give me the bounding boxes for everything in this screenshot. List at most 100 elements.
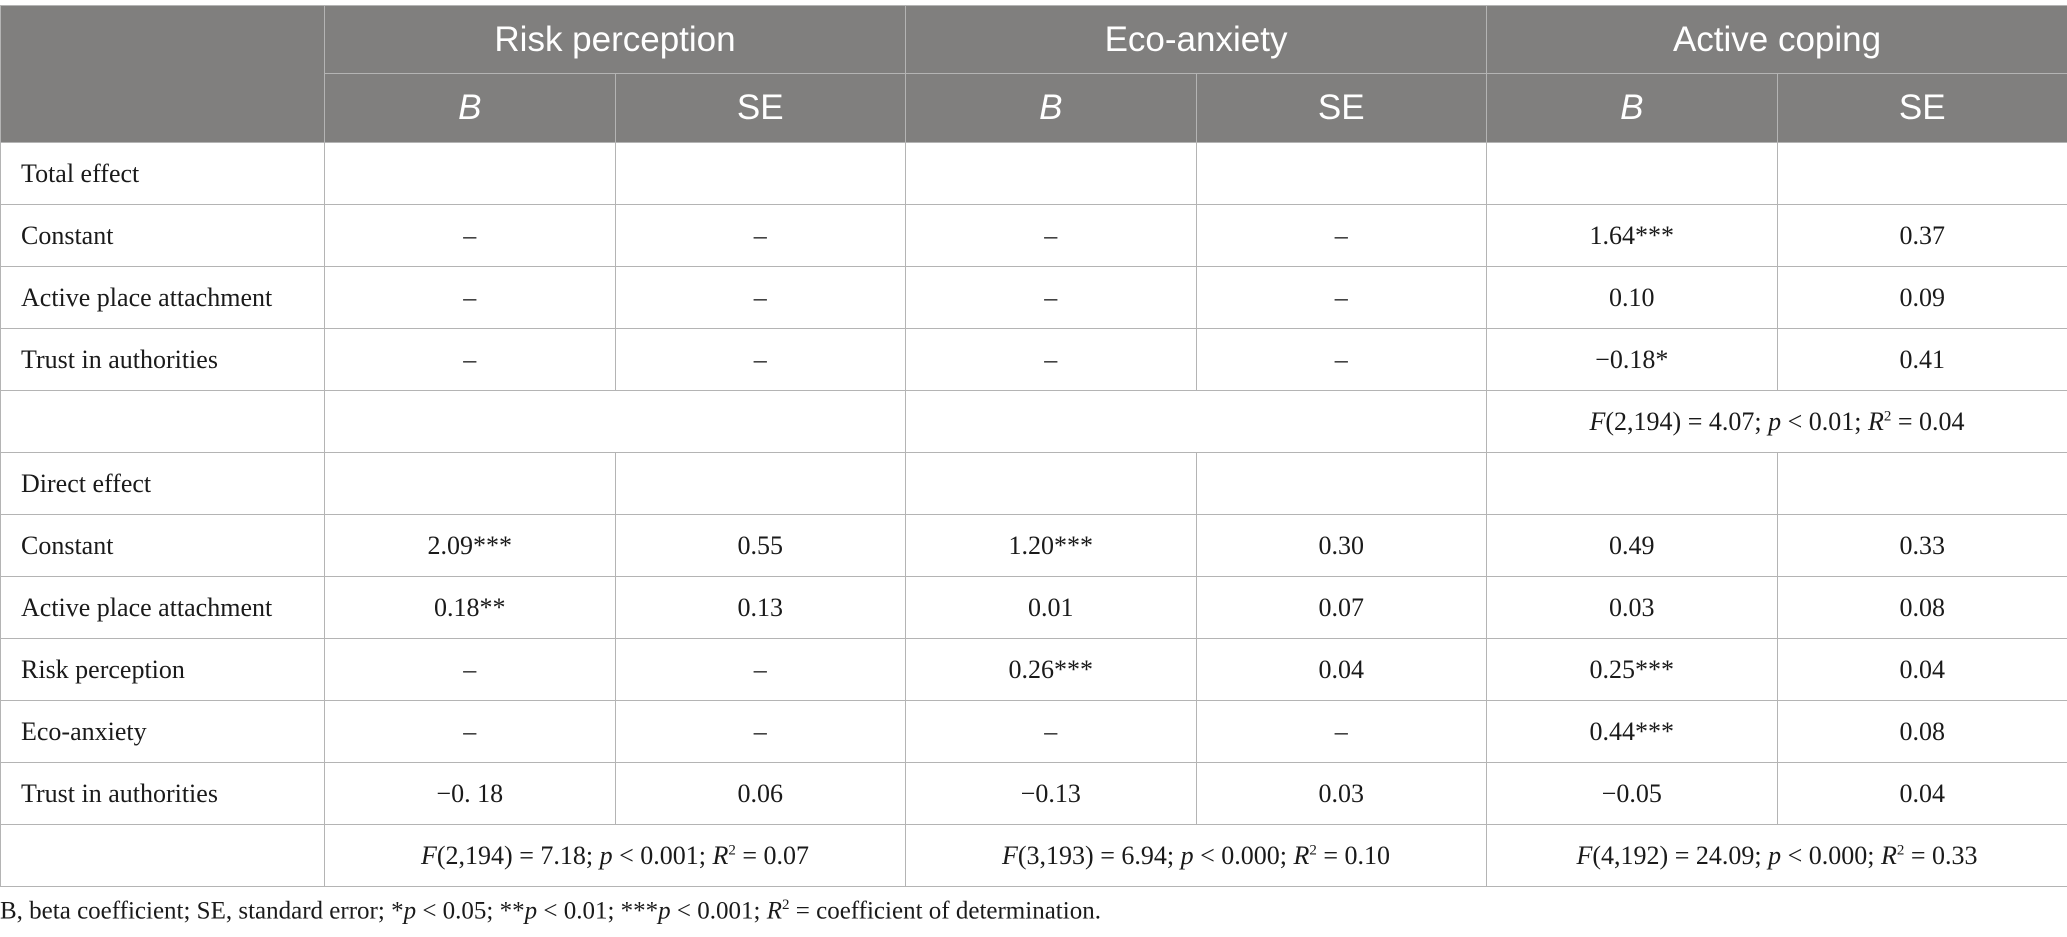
cell-b [1486,142,1778,205]
cell-b: 0.01 [905,576,1197,639]
row-label: Direct effect [0,452,325,515]
cell-b [324,452,616,515]
cell-se: 0.07 [1195,576,1488,639]
cell-se: 0.13 [614,576,907,639]
row-label: Trust in authorities [0,762,325,825]
cell-b: 0.25*** [1486,638,1778,701]
cell-se: 0.33 [1776,514,2067,577]
table-row: Constant – – – –1.64*** 0.37 [0,204,2067,267]
cell-se [1195,452,1488,515]
cell-b: 0.44*** [1486,700,1778,763]
row-label: Active place attachment [0,266,325,329]
row-label: Trust in authorities [0,328,325,391]
model-fit-cell: F(4,192) = 24.09; p < 0.000; R2 = 0.33 [1486,824,2067,887]
header-group-active-coping: Active coping [1486,5,2067,74]
header-corner [0,5,325,143]
regression-table: Risk perception Eco-anxiety Active copin… [0,5,2067,887]
cell-b [324,142,616,205]
cell-b: −0. 18 [324,762,616,825]
table-row: Risk perception – –0.26*** 0.04 0.25*** 0.04 [0,638,2067,701]
model-fit-cell [905,390,1488,453]
cell-se [1776,452,2067,515]
cell-b: – [905,204,1197,267]
footnote-r: R [766,897,782,925]
header-group-eco-anxiety: Eco-anxiety [905,5,1488,74]
cell-b: – [324,328,616,391]
header-stat-b: B [1486,73,1778,143]
row-label: Active place attachment [0,576,325,639]
footnote-part-4: < 0.001; [670,897,767,925]
footnote-p1: p [403,897,417,925]
table-row: Trust in authorities −0. 18 0.06 −0.13 0.03−… [0,762,2067,825]
cell-b: 1.20*** [905,514,1197,577]
cell-se: – [1195,328,1488,391]
header-group-risk-perception: Risk perception [323,5,907,74]
row-label: Constant [0,204,325,267]
header-row-stats: B SE B SE B SE [1,73,2067,143]
cell-se: – [1195,700,1488,763]
footnote-part-1: B, beta coefficient; SE, standard error;… [0,897,404,925]
footnote-sup: 2 [782,897,790,913]
cell-se: 0.09 [1776,266,2067,329]
table-row: F(2,194) = 4.07; p < 0.01; R2 = 0.04 [0,390,2067,453]
cell-se: – [614,328,907,391]
cell-se: 0.41 [1776,328,2067,391]
table-row: Direct effect [0,452,2067,515]
cell-b: 0.18** [324,576,616,639]
cell-b [905,142,1197,205]
header-stat-b: B [905,73,1197,143]
table-row: Constant 2.09*** 0.55 1.20*** 0.30 0.49 0.33 [0,514,2067,577]
cell-b [905,452,1197,515]
cell-b [1486,452,1778,515]
row-label: Risk perception [0,638,325,701]
model-fit-cell: F(2,194) = 4.07; p < 0.01; R2 = 0.04 [1486,390,2067,453]
cell-se [1776,142,2067,205]
cell-b: – [905,700,1197,763]
table-body: Total effect Constant – – – –1.64*** 0.37 Activ… [0,142,2067,887]
table-header: Risk perception Eco-anxiety Active copin… [0,5,2067,143]
cell-se: – [1195,266,1488,329]
footnote-p3: p [658,897,671,925]
cell-se: 0.55 [614,514,907,577]
table-row: Total effect [0,142,2067,205]
table-row: F(2,194) = 7.18; p < 0.001; R2 = 0.07 F(3… [0,824,2067,887]
cell-se: 0.08 [1776,576,2067,639]
cell-b: – [324,204,616,267]
footnote-p2: p [524,897,538,925]
cell-b: −0.18* [1486,328,1778,391]
cell-b: −0.05 [1486,762,1778,825]
cell-se [614,142,907,205]
cell-se [1195,142,1488,205]
cell-b: 0.10 [1486,266,1778,329]
cell-b: – [324,700,616,763]
cell-se: 0.08 [1776,700,2067,763]
table-row: Active place attachment – – – –0.10 0.09 [0,266,2067,329]
row-label: Eco-anxiety [0,700,325,763]
cell-b: 1.64*** [1486,204,1778,267]
cell-se: – [614,266,907,329]
cell-se: 0.04 [1195,638,1488,701]
cell-se: – [614,204,907,267]
header-stat-se: SE [1195,73,1488,143]
model-fit-cell: F(3,193) = 6.94; p < 0.000; R2 = 0.10 [905,824,1488,887]
cell-se: 0.04 [1776,638,2067,701]
header-stat-se: SE [1776,73,2067,143]
cell-se: 0.06 [614,762,907,825]
cell-b: – [905,266,1197,329]
row-label: Constant [0,514,325,577]
footnote-part-3: < 0.01; *** [537,897,659,925]
cell-b: −0.13 [905,762,1197,825]
cell-b: 2.09*** [324,514,616,577]
header-stat-se: SE [614,73,907,143]
model-fit-cell: F(2,194) = 7.18; p < 0.001; R2 = 0.07 [323,824,907,887]
cell-se: 0.03 [1195,762,1488,825]
cell-se: – [614,638,907,701]
model-fit-cell [323,390,907,453]
table-row: Eco-anxiety – – – –0.44*** 0.08 [0,700,2067,763]
row-label: Total effect [0,142,325,205]
cell-se: – [1195,204,1488,267]
cell-se: 0.37 [1776,204,2067,267]
cell-b: 0.26*** [905,638,1197,701]
footnote-part-2: < 0.05; ** [416,897,525,925]
table-row: Trust in authorities – – – – −0.18* 0.41 [0,328,2067,391]
